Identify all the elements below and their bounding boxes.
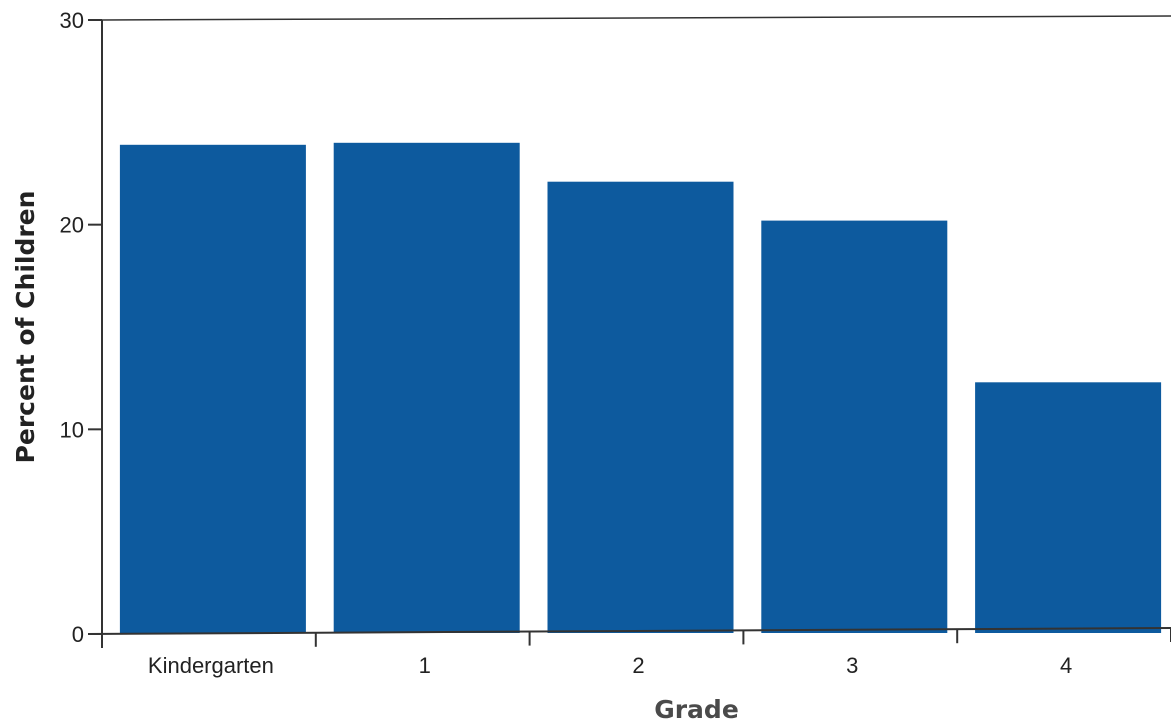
x-axis-title: Grade xyxy=(654,695,739,724)
y-tick-label: 10 xyxy=(60,417,84,442)
bar-3 xyxy=(761,220,948,633)
bars-group xyxy=(119,142,1162,634)
bar-0 xyxy=(119,144,306,634)
x-tick-label: Kindergarten xyxy=(148,653,274,678)
x-tick-label: 2 xyxy=(632,653,644,678)
y-tick-label: 30 xyxy=(60,8,84,33)
y-axis-title: Percent of Children xyxy=(11,191,40,464)
bar-1 xyxy=(333,142,520,634)
x-tick-label: 4 xyxy=(1060,653,1072,678)
x-tick-label: 1 xyxy=(419,653,431,678)
y-tick-label: 20 xyxy=(60,213,84,238)
bar-4 xyxy=(975,382,1162,633)
bar-2 xyxy=(547,181,734,633)
y-tick-label: 0 xyxy=(72,622,84,647)
x-tick-label: 3 xyxy=(846,653,858,678)
y-ticks-group: 0 10 20 30 xyxy=(60,8,102,647)
x-axis-line xyxy=(87,627,1171,635)
x-ticks-group: Kindergarten 1 2 3 4 xyxy=(101,628,1171,678)
top-border-line xyxy=(101,15,1171,21)
axes-group xyxy=(87,15,1171,635)
